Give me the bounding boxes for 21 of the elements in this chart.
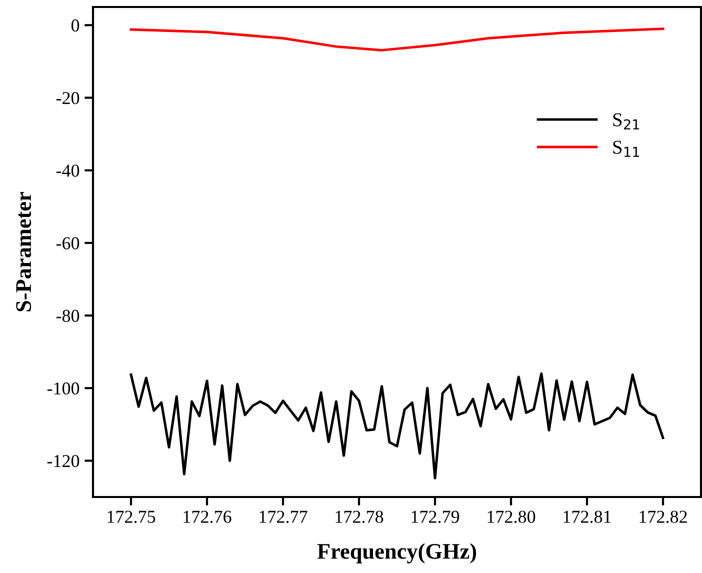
y-tick-label: -40 <box>56 164 80 177</box>
x-tick-label: 172.75 <box>108 510 156 523</box>
y-tick-label: -20 <box>56 92 80 104</box>
x-axis-title: Frequency(GHz) <box>317 543 476 564</box>
y-tick-label: 0 <box>71 19 80 32</box>
y-tick-label: -120 <box>47 454 80 468</box>
x-tick-label: 172.76 <box>184 510 232 523</box>
x-tick-label: 172.82 <box>640 510 687 523</box>
line-series <box>130 28 664 52</box>
x-tick-label: 172.80 <box>488 510 536 523</box>
x-tick-label: 172.78 <box>336 510 384 523</box>
x-tick-label: 172.79 <box>412 510 460 523</box>
y-tick-label: -100 <box>47 382 80 395</box>
line-series <box>130 372 664 480</box>
y-tick-label: -60 <box>56 237 80 250</box>
y-tick-label: -80 <box>56 310 80 322</box>
legend-label: S$_{11}$ <box>613 140 640 157</box>
x-tick-label: 172.77 <box>260 510 308 523</box>
legend-label: S$_{21}$ <box>613 113 640 130</box>
x-tick-label: 172.81 <box>564 510 611 523</box>
y-axis-title: S-Parameter <box>16 192 32 312</box>
